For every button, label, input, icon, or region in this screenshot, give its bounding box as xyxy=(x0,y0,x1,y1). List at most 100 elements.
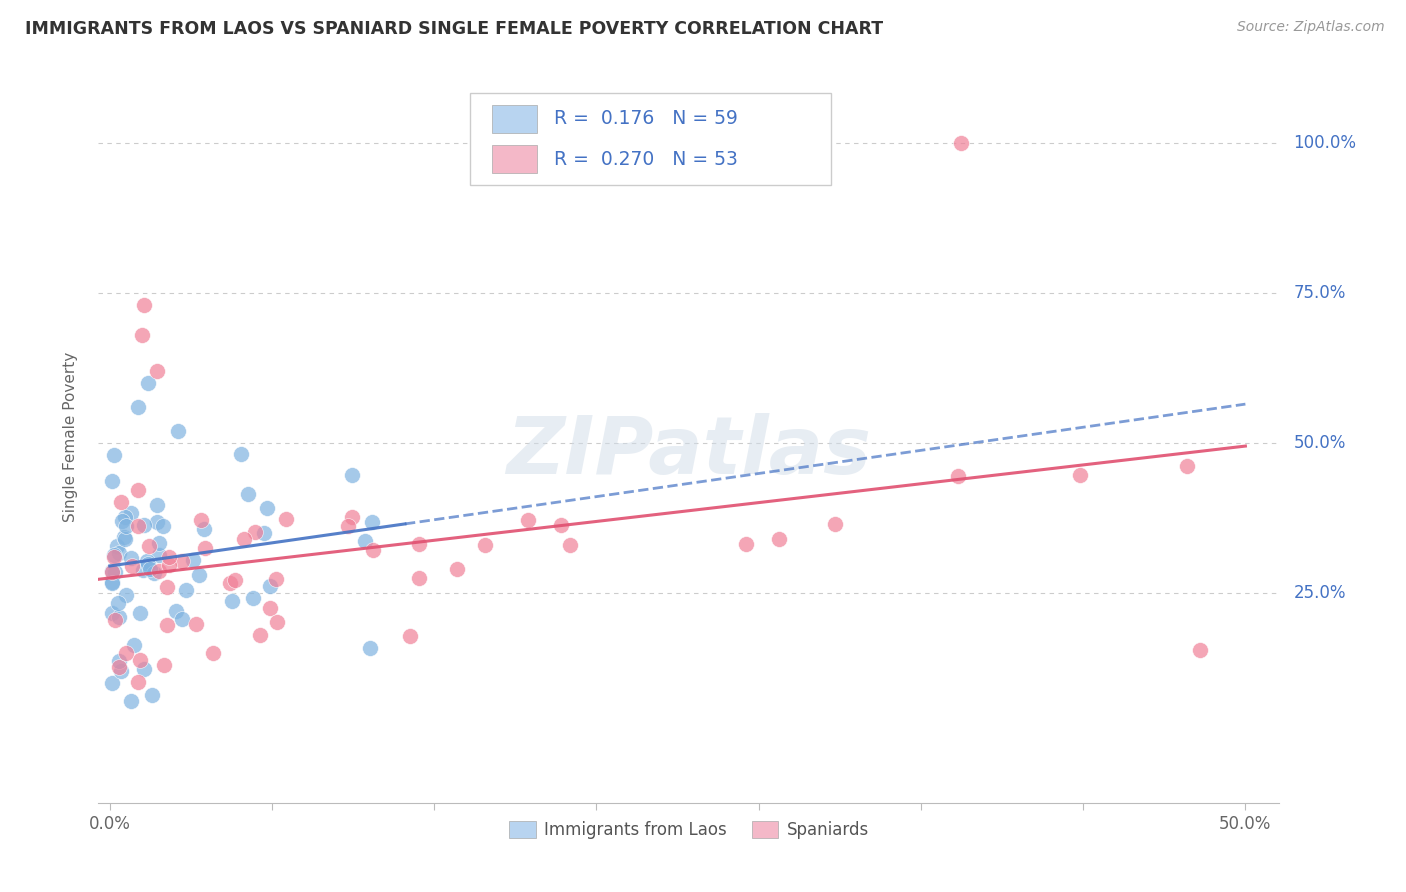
Point xyxy=(127,518,149,533)
Point xyxy=(218,576,240,591)
Point xyxy=(152,519,174,533)
Point xyxy=(148,535,170,549)
Point xyxy=(107,596,129,610)
Point xyxy=(224,573,246,587)
Point xyxy=(249,628,271,642)
Point xyxy=(101,607,124,621)
Point xyxy=(408,537,430,551)
Point xyxy=(136,558,159,572)
Point xyxy=(108,610,131,624)
Point xyxy=(550,518,572,533)
Point xyxy=(253,525,276,540)
Point xyxy=(127,483,149,497)
Legend: Immigrants from Laos, Spaniards: Immigrants from Laos, Spaniards xyxy=(502,814,876,846)
Point xyxy=(274,511,297,525)
Point xyxy=(104,565,127,579)
Point xyxy=(148,548,170,562)
Point xyxy=(172,554,194,568)
Point xyxy=(148,564,170,578)
Point xyxy=(342,468,364,483)
Text: R =  0.270   N = 53: R = 0.270 N = 53 xyxy=(554,150,738,169)
Point xyxy=(156,618,179,632)
Point xyxy=(354,534,377,549)
Point xyxy=(110,495,132,509)
FancyBboxPatch shape xyxy=(471,94,831,185)
Point xyxy=(114,519,136,533)
Point xyxy=(104,613,127,627)
Text: R =  0.176   N = 59: R = 0.176 N = 59 xyxy=(554,110,738,128)
Point xyxy=(361,542,384,557)
Point xyxy=(360,515,382,529)
Point xyxy=(259,579,281,593)
Point xyxy=(101,575,124,590)
Point xyxy=(184,617,207,632)
Point xyxy=(201,646,224,660)
Point xyxy=(172,612,194,626)
Point xyxy=(243,524,266,539)
Point xyxy=(735,537,758,551)
Point xyxy=(108,654,131,668)
Point xyxy=(408,571,430,585)
Point xyxy=(114,510,136,524)
Point xyxy=(266,572,288,586)
Point xyxy=(157,558,180,572)
Point xyxy=(256,501,278,516)
Point xyxy=(946,469,969,483)
Point xyxy=(120,694,142,708)
Text: 100.0%: 100.0% xyxy=(1294,135,1357,153)
Point xyxy=(146,364,169,378)
Point xyxy=(101,474,124,488)
Text: IMMIGRANTS FROM LAOS VS SPANIARD SINGLE FEMALE POVERTY CORRELATION CHART: IMMIGRANTS FROM LAOS VS SPANIARD SINGLE … xyxy=(25,20,883,37)
Point xyxy=(236,487,259,501)
Point xyxy=(242,591,264,605)
Point xyxy=(132,662,155,676)
Point xyxy=(132,563,155,577)
Point xyxy=(114,532,136,546)
Point xyxy=(1175,459,1198,474)
Point xyxy=(145,498,167,512)
Point xyxy=(194,541,217,556)
Point xyxy=(121,558,143,573)
Point xyxy=(183,553,205,567)
Point xyxy=(560,538,582,552)
Point xyxy=(174,582,197,597)
Point xyxy=(446,562,468,576)
Point xyxy=(120,550,142,565)
Point xyxy=(112,530,135,544)
Point xyxy=(103,548,125,562)
Point xyxy=(132,518,155,533)
Point xyxy=(233,533,256,547)
Point xyxy=(101,576,124,591)
Point xyxy=(105,539,128,553)
Point xyxy=(950,136,973,151)
Point xyxy=(146,516,169,530)
Text: ZIPatlas: ZIPatlas xyxy=(506,413,872,491)
Point xyxy=(824,517,846,532)
Point xyxy=(337,519,360,533)
Point xyxy=(122,638,145,652)
Point xyxy=(139,562,162,576)
Point xyxy=(101,676,124,690)
Y-axis label: Single Female Poverty: Single Female Poverty xyxy=(63,352,77,522)
Point xyxy=(259,600,281,615)
Point xyxy=(128,606,150,620)
Point xyxy=(165,604,187,618)
Point xyxy=(132,298,155,312)
Point xyxy=(127,675,149,690)
Point xyxy=(141,688,163,702)
Point xyxy=(107,546,129,560)
Point xyxy=(107,660,129,674)
Text: 75.0%: 75.0% xyxy=(1294,285,1346,302)
Point xyxy=(142,566,165,581)
Point xyxy=(111,514,134,528)
Point xyxy=(120,506,142,520)
FancyBboxPatch shape xyxy=(492,145,537,173)
Point xyxy=(138,539,160,553)
Point xyxy=(110,664,132,678)
FancyBboxPatch shape xyxy=(492,105,537,133)
Point xyxy=(266,615,288,629)
Point xyxy=(231,448,253,462)
Point xyxy=(101,565,124,579)
Text: 50.0%: 50.0% xyxy=(1294,434,1346,452)
Point xyxy=(188,567,211,582)
